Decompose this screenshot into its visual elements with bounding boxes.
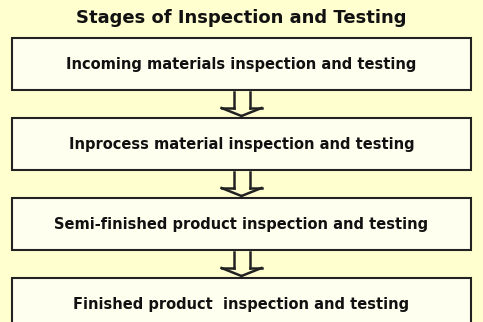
Text: Semi-finished product inspection and testing: Semi-finished product inspection and tes… (55, 216, 428, 232)
FancyBboxPatch shape (12, 38, 471, 90)
FancyBboxPatch shape (12, 278, 471, 322)
Text: Stages of Inspection and Testing: Stages of Inspection and Testing (76, 9, 407, 27)
FancyBboxPatch shape (12, 198, 471, 250)
FancyBboxPatch shape (12, 118, 471, 170)
Text: Finished product  inspection and testing: Finished product inspection and testing (73, 297, 410, 311)
Text: Inprocess material inspection and testing: Inprocess material inspection and testin… (69, 137, 414, 151)
Text: Incoming materials inspection and testing: Incoming materials inspection and testin… (66, 56, 417, 71)
